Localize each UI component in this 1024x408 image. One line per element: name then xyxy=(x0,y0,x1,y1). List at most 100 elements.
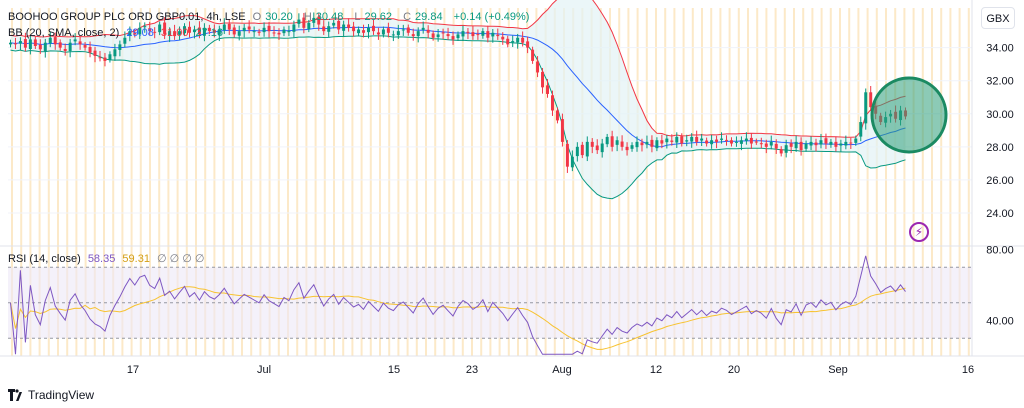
candle xyxy=(700,133,704,147)
candle-body xyxy=(401,29,405,31)
candle-body xyxy=(337,20,341,30)
candle-body xyxy=(113,49,117,57)
candle-body xyxy=(526,41,530,48)
candle xyxy=(48,31,52,48)
candle xyxy=(307,19,311,33)
candle-body xyxy=(819,140,823,145)
candle xyxy=(207,24,211,35)
candle xyxy=(471,25,475,40)
candle xyxy=(476,29,480,40)
candle-body xyxy=(43,42,47,52)
candle-body xyxy=(68,42,72,51)
candle xyxy=(849,137,853,149)
candle xyxy=(13,37,17,49)
lightning-icon[interactable]: ⚡ xyxy=(909,222,929,242)
candle-body xyxy=(739,140,743,144)
candle xyxy=(615,136,619,152)
candle-body xyxy=(670,140,674,142)
candle-body xyxy=(580,144,584,156)
candles xyxy=(8,12,908,173)
candle xyxy=(33,36,37,49)
candle-body xyxy=(491,32,495,37)
candle xyxy=(744,132,748,145)
bb-fill xyxy=(10,0,906,199)
candle xyxy=(496,28,500,40)
candle-body xyxy=(13,43,17,45)
candle xyxy=(784,139,788,158)
candle xyxy=(754,138,758,145)
candle-body xyxy=(710,140,714,145)
high-value: 30.48 xyxy=(315,11,344,23)
candle xyxy=(725,135,728,146)
price-tick-label: 32.00 xyxy=(986,76,1014,88)
candle-body xyxy=(73,39,77,42)
candle-body xyxy=(83,45,87,48)
candle xyxy=(63,43,67,56)
candle xyxy=(809,136,813,151)
time-tick-label: 12 xyxy=(650,364,662,376)
candle xyxy=(416,27,420,43)
candle xyxy=(352,21,356,37)
candle xyxy=(118,40,122,57)
candle xyxy=(610,130,614,152)
candle-body xyxy=(734,141,738,143)
candle-body xyxy=(814,142,818,146)
candle-body xyxy=(118,44,122,50)
candle-body xyxy=(347,24,351,28)
candle-body xyxy=(516,37,520,43)
candle-body xyxy=(565,143,569,167)
close-value: 29.84 xyxy=(415,11,443,23)
candle xyxy=(421,21,425,34)
price-axis: 24.00 26.00 28.00 30.00 32.00 34.00 40.00 80.00 xyxy=(986,43,1014,328)
highlight-annotation xyxy=(870,76,948,154)
candle-body xyxy=(869,92,873,108)
candle xyxy=(83,42,87,51)
candle-body xyxy=(585,141,589,157)
candle xyxy=(705,137,709,147)
candle xyxy=(396,24,400,39)
candle xyxy=(108,51,112,63)
candle xyxy=(451,31,455,45)
candle-body xyxy=(705,140,709,144)
candle-body xyxy=(486,31,490,38)
candle xyxy=(526,36,530,54)
candle xyxy=(53,32,57,50)
candle-body xyxy=(197,27,201,35)
candle xyxy=(212,24,216,38)
candle-body xyxy=(720,138,724,140)
bb-legend[interactable]: BB (20, SMA, close, 2) 29.08 31.00 27.16 xyxy=(8,27,227,39)
candle xyxy=(680,133,684,147)
candle-body xyxy=(163,22,167,35)
candle xyxy=(38,39,42,54)
candle-body xyxy=(476,34,480,36)
candle xyxy=(555,107,559,124)
bb-upper-line xyxy=(10,0,906,138)
candle xyxy=(625,142,629,156)
candle xyxy=(133,29,137,38)
candle xyxy=(536,56,540,78)
candle-body xyxy=(381,29,385,35)
rsi-line xyxy=(10,255,906,355)
candle xyxy=(715,135,719,149)
candle xyxy=(665,134,669,149)
candle xyxy=(178,26,182,41)
candle-body xyxy=(227,23,231,30)
candle xyxy=(342,20,346,38)
candle-body xyxy=(247,26,251,30)
brand-footer[interactable]: TradingView xyxy=(8,388,94,402)
candle xyxy=(88,41,92,58)
candle-body xyxy=(531,49,535,61)
bb-upper-value: 31.00 xyxy=(160,27,189,39)
candle-body xyxy=(471,32,475,37)
rsi-legend[interactable]: RSI (14, close) 58.35 59.31 ∅ ∅ ∅ ∅ xyxy=(8,252,209,265)
candle xyxy=(506,35,510,48)
candle xyxy=(839,139,843,152)
candle-body xyxy=(700,138,704,141)
candle-body xyxy=(18,41,22,44)
candle xyxy=(367,24,370,39)
candle-body xyxy=(277,32,281,35)
candle xyxy=(257,28,261,36)
currency-button[interactable]: GBX xyxy=(981,7,1015,29)
candle xyxy=(441,28,445,40)
